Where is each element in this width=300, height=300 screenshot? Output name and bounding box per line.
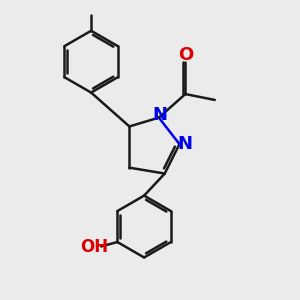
Text: OH: OH [81, 238, 109, 256]
Text: N: N [152, 106, 167, 124]
Text: O: O [178, 46, 193, 64]
Text: N: N [177, 134, 192, 152]
